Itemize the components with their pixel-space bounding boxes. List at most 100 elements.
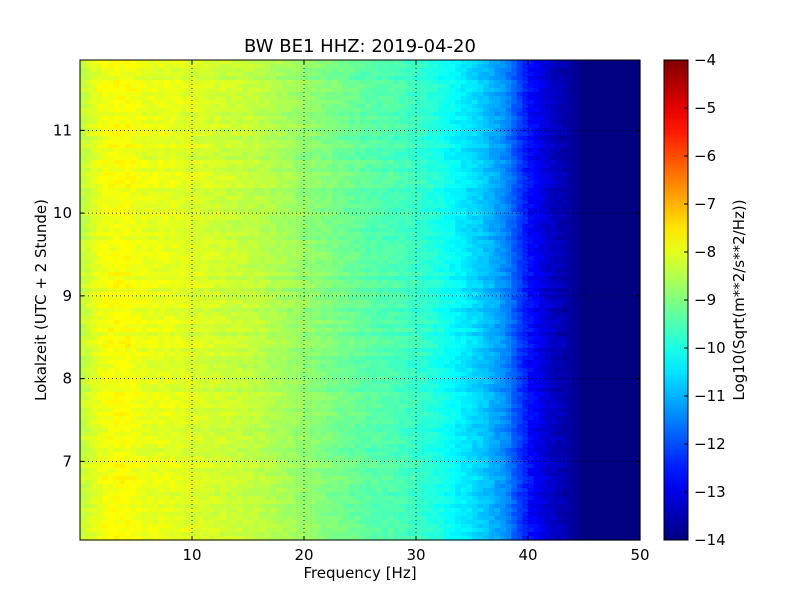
heatmap-cell	[371, 72, 378, 77]
heatmap-cell	[276, 72, 283, 77]
heatmap-cell	[231, 140, 238, 145]
heatmap-cell	[404, 220, 411, 225]
heatmap-cell	[544, 256, 551, 261]
heatmap-cell	[287, 252, 294, 257]
heatmap-cell	[287, 120, 294, 125]
heatmap-cell	[393, 72, 400, 77]
heatmap-cell	[634, 104, 641, 109]
heatmap-cell	[438, 68, 445, 73]
heatmap-cell	[124, 100, 131, 105]
heatmap-cell	[466, 72, 473, 77]
heatmap-cell	[186, 108, 193, 113]
heatmap-cell	[332, 180, 339, 185]
heatmap-cell	[628, 124, 635, 129]
heatmap-cell	[208, 64, 215, 69]
heatmap-cell	[472, 100, 479, 105]
heatmap-cell	[376, 144, 383, 149]
heatmap-cell	[180, 136, 187, 141]
heatmap-cell	[96, 112, 103, 117]
heatmap-cell	[231, 92, 238, 97]
heatmap-cell	[136, 80, 143, 85]
heatmap-cell	[242, 100, 249, 105]
heatmap-cell	[203, 212, 210, 217]
heatmap-cell	[298, 184, 305, 189]
heatmap-cell	[606, 156, 613, 161]
heatmap-cell	[539, 200, 546, 205]
heatmap-cell	[320, 80, 327, 85]
heatmap-cell	[360, 96, 367, 101]
heatmap-cell	[449, 248, 456, 253]
heatmap-cell	[544, 248, 551, 253]
heatmap-cell	[612, 76, 619, 81]
heatmap-cell	[505, 248, 512, 253]
heatmap-cell	[584, 136, 591, 141]
heatmap-cell	[578, 88, 585, 93]
heatmap-cell	[326, 252, 333, 257]
heatmap-cell	[432, 172, 439, 177]
heatmap-cell	[393, 100, 400, 105]
heatmap-cell	[505, 152, 512, 157]
heatmap-cell	[248, 132, 255, 137]
heatmap-cell	[488, 128, 495, 133]
heatmap-cell	[550, 236, 557, 241]
heatmap-cell	[180, 132, 187, 137]
heatmap-cell	[634, 252, 641, 257]
heatmap-cell	[141, 184, 148, 189]
heatmap-cell	[511, 120, 518, 125]
heatmap-cell	[281, 192, 288, 197]
heatmap-cell	[320, 228, 327, 233]
heatmap-cell	[539, 116, 546, 121]
heatmap-cell	[197, 172, 204, 177]
heatmap-cell	[186, 208, 193, 213]
heatmap-cell	[533, 68, 540, 73]
heatmap-cell	[612, 92, 619, 97]
heatmap-cell	[556, 136, 563, 141]
heatmap-cell	[488, 120, 495, 125]
heatmap-cell	[119, 208, 126, 213]
heatmap-cell	[80, 172, 87, 177]
heatmap-cell	[421, 252, 428, 257]
heatmap-cell	[169, 196, 176, 201]
heatmap-cell	[634, 232, 641, 237]
heatmap-cell	[516, 80, 523, 85]
heatmap-cell	[511, 196, 518, 201]
heatmap-cell	[186, 248, 193, 253]
heatmap-cell	[147, 124, 154, 129]
heatmap-cell	[343, 180, 350, 185]
heatmap-cell	[108, 216, 115, 221]
heatmap-cell	[85, 152, 92, 157]
heatmap-cell	[253, 64, 260, 69]
heatmap-cell	[231, 116, 238, 121]
heatmap-cell	[393, 216, 400, 221]
heatmap-cell	[348, 60, 355, 65]
heatmap-cell	[539, 108, 546, 113]
heatmap-cell	[231, 80, 238, 85]
heatmap-cell	[169, 88, 176, 93]
heatmap-cell	[315, 168, 322, 173]
heatmap-cell	[298, 224, 305, 229]
heatmap-cell	[444, 240, 451, 245]
heatmap-cell	[147, 116, 154, 121]
heatmap-cell	[539, 104, 546, 109]
heatmap-cell	[203, 132, 210, 137]
heatmap-cell	[561, 256, 568, 261]
heatmap-cell	[348, 252, 355, 257]
heatmap-cell	[404, 92, 411, 97]
heatmap-cell	[550, 216, 557, 221]
heatmap-cell	[438, 172, 445, 177]
heatmap-cell	[220, 224, 227, 229]
heatmap-cell	[539, 152, 546, 157]
heatmap-cell	[80, 100, 87, 105]
heatmap-cell	[354, 116, 361, 121]
heatmap-cell	[332, 256, 339, 261]
heatmap-cell	[158, 156, 165, 161]
heatmap-cell	[371, 88, 378, 93]
heatmap-cell	[623, 108, 630, 113]
heatmap-cell	[539, 80, 546, 85]
heatmap-cell	[360, 224, 367, 229]
heatmap-cell	[108, 160, 115, 165]
heatmap-cell	[264, 156, 271, 161]
heatmap-cell	[472, 132, 479, 137]
heatmap-cell	[337, 116, 344, 121]
heatmap-cell	[124, 256, 131, 261]
